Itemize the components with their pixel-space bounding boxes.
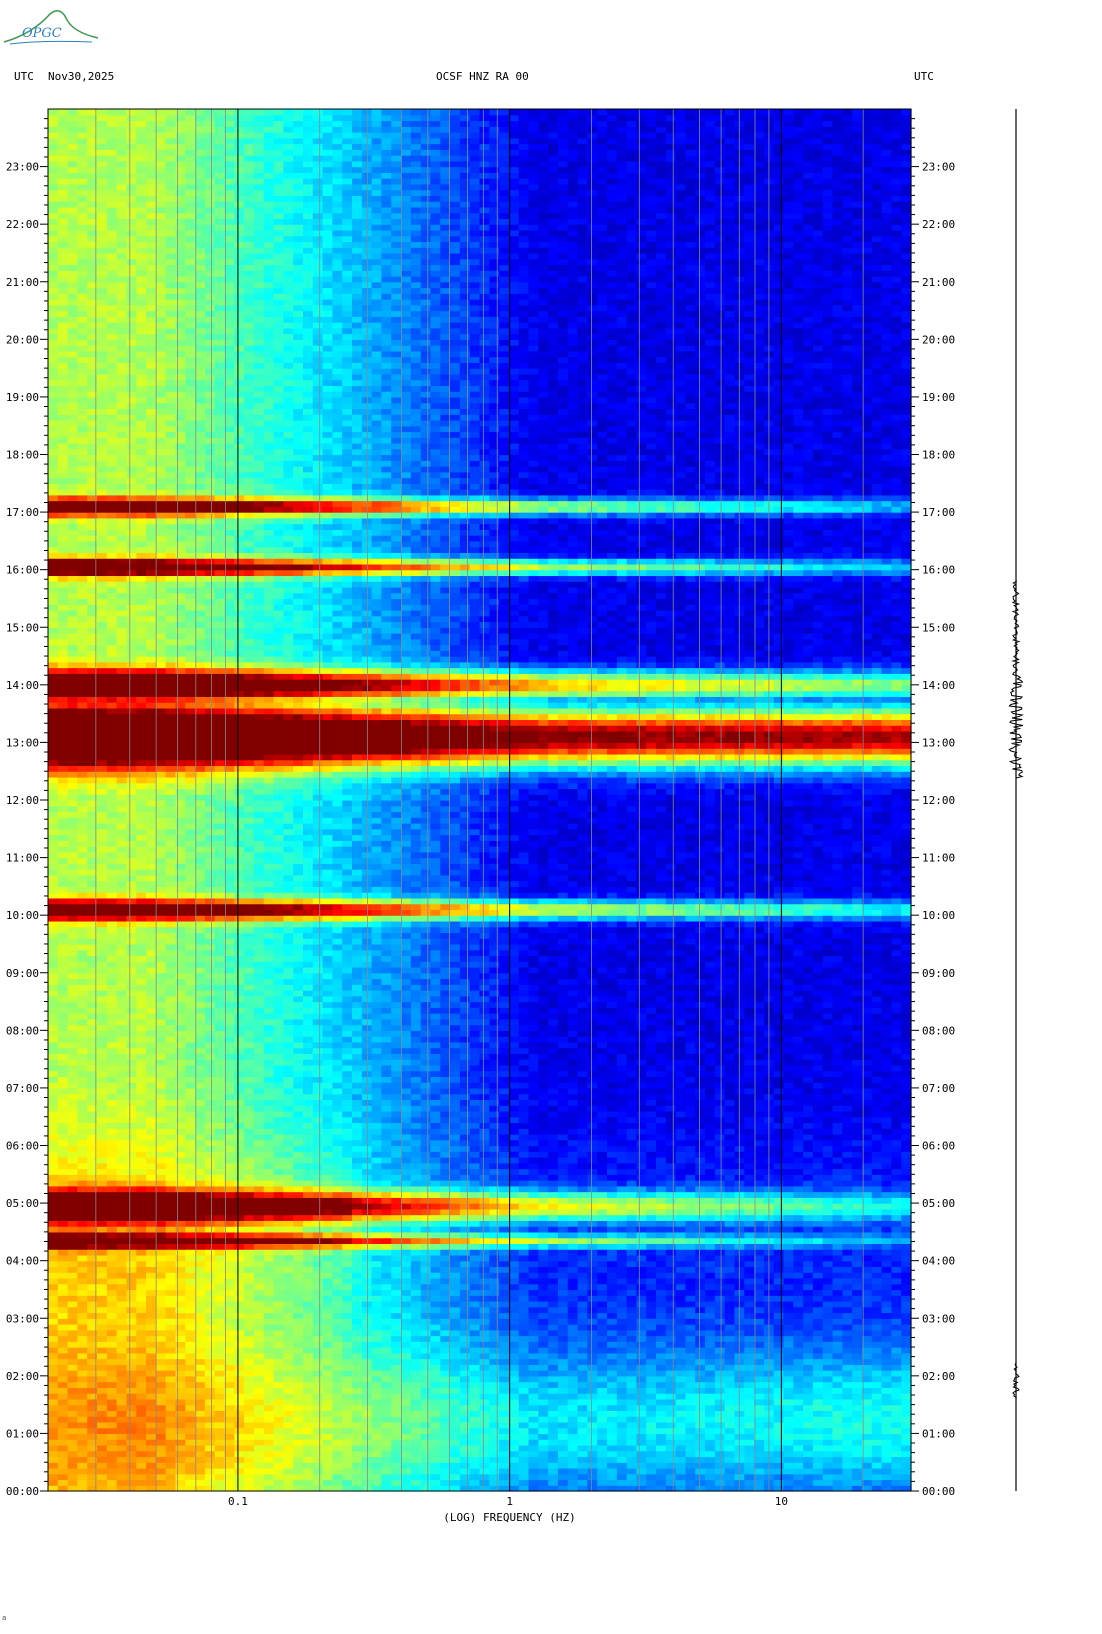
- y-tick-label-left: 07:00: [6, 1082, 39, 1095]
- y-tick-label-left: 12:00: [6, 794, 39, 807]
- y-tick-label-right: 05:00: [922, 1197, 955, 1210]
- y-tick-label-left: 11:00: [6, 852, 39, 865]
- y-tick-label-left: 10:00: [6, 909, 39, 922]
- x-tick-label: 0.1: [228, 1495, 248, 1508]
- y-tick-label-left: 23:00: [6, 161, 39, 174]
- y-tick-label-left: 13:00: [6, 736, 39, 749]
- y-tick-label-left: 20:00: [6, 333, 39, 346]
- y-tick-label-right: 13:00: [922, 736, 955, 749]
- y-tick-label-right: 19:00: [922, 391, 955, 404]
- y-tick-label-left: 06:00: [6, 1140, 39, 1153]
- y-tick-label-right: 14:00: [922, 679, 955, 692]
- y-tick-label-right: 15:00: [922, 621, 955, 634]
- y-tick-label-right: 18:00: [922, 449, 955, 462]
- seismogram-trace: [1009, 109, 1023, 1491]
- y-tick-label-right: 00:00: [922, 1485, 955, 1498]
- x-tick-label: 1: [506, 1495, 513, 1508]
- y-tick-label-left: 22:00: [6, 218, 39, 231]
- y-tick-label-left: 03:00: [6, 1312, 39, 1325]
- y-tick-label-right: 23:00: [922, 161, 955, 174]
- y-tick-label-left: 21:00: [6, 276, 39, 289]
- y-tick-label-left: 08:00: [6, 1024, 39, 1037]
- y-tick-label-right: 12:00: [922, 794, 955, 807]
- x-tick-label: 10: [775, 1495, 788, 1508]
- x-axis-label: (LOG) FREQUENCY (HZ): [443, 1511, 575, 1524]
- y-tick-label-right: 17:00: [922, 506, 955, 519]
- y-tick-label-left: 17:00: [6, 506, 39, 519]
- y-tick-label-left: 00:00: [6, 1485, 39, 1498]
- y-tick-label-left: 18:00: [6, 449, 39, 462]
- y-tick-label-right: 03:00: [922, 1312, 955, 1325]
- y-tick-label-left: 01:00: [6, 1427, 39, 1440]
- y-tick-label-left: 15:00: [6, 621, 39, 634]
- y-tick-label-right: 21:00: [922, 276, 955, 289]
- y-tick-label-left: 04:00: [6, 1255, 39, 1268]
- y-tick-label-right: 10:00: [922, 909, 955, 922]
- y-tick-label-right: 20:00: [922, 333, 955, 346]
- y-tick-label-right: 22:00: [922, 218, 955, 231]
- y-tick-label-right: 11:00: [922, 852, 955, 865]
- y-tick-label-left: 02:00: [6, 1370, 39, 1383]
- y-tick-label-right: 09:00: [922, 967, 955, 980]
- y-tick-label-right: 04:00: [922, 1255, 955, 1268]
- y-tick-label-right: 08:00: [922, 1024, 955, 1037]
- y-tick-label-right: 06:00: [922, 1140, 955, 1153]
- y-tick-label-left: 09:00: [6, 967, 39, 980]
- y-tick-label-left: 19:00: [6, 391, 39, 404]
- y-tick-label-left: 05:00: [6, 1197, 39, 1210]
- y-tick-label-right: 16:00: [922, 564, 955, 577]
- y-tick-label-right: 07:00: [922, 1082, 955, 1095]
- footer-mark: a: [2, 1614, 6, 1622]
- y-tick-label-left: 14:00: [6, 679, 39, 692]
- y-tick-label-right: 02:00: [922, 1370, 955, 1383]
- y-tick-label-right: 01:00: [922, 1427, 955, 1440]
- y-tick-label-left: 16:00: [6, 564, 39, 577]
